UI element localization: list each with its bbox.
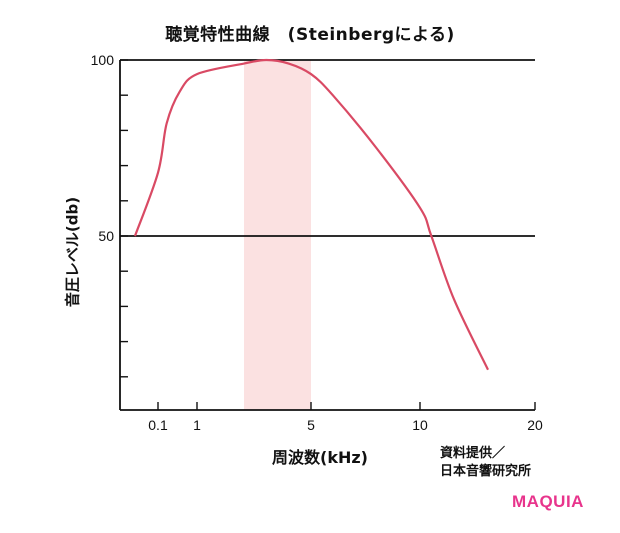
tick-labels: 0.1 1 5 10 20 100 50: [91, 52, 543, 433]
axes: [119, 59, 535, 411]
y-axis-label: 音圧レベル(db): [63, 196, 82, 308]
y-tick-label: 100: [91, 52, 115, 68]
x-tick-label: 10: [412, 417, 428, 433]
highlight-band: [244, 60, 311, 410]
brand-logo: MAQUIA: [512, 492, 584, 511]
chart-title: 聴覚特性曲線 (Steinbergによる): [165, 25, 455, 45]
x-tick-label: 20: [527, 417, 543, 433]
x-tick-label: 1: [193, 417, 201, 433]
source-line-1: 資料提供／: [440, 446, 506, 461]
source-note: 資料提供／ 日本音響研究所: [440, 445, 531, 481]
x-tick-label: 0.1: [148, 417, 168, 433]
tick-marks: [120, 59, 536, 410]
x-axis-label: 周波数(kHz): [272, 448, 368, 467]
source-line-2: 日本音響研究所: [440, 464, 532, 479]
y-tick-label: 50: [98, 228, 114, 244]
series-line: [133, 58, 489, 371]
x-tick-label: 5: [307, 417, 315, 433]
